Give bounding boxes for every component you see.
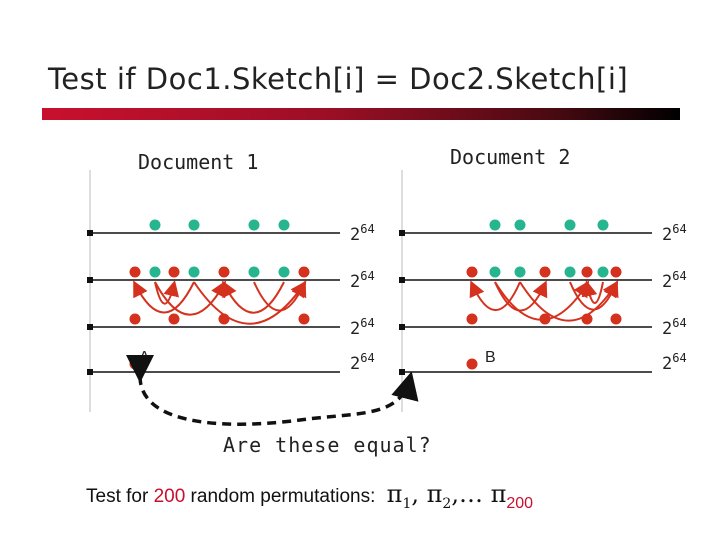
doc1-row-2-green-dot-1 (149, 266, 161, 278)
doc2-row-2-red-dot-4 (610, 266, 622, 278)
doc1-row-3-range-exponent: 64 (360, 316, 374, 330)
doc2-row-1-range-exponent: 64 (672, 222, 686, 236)
equality-question: Are these equal? (223, 433, 432, 457)
doc1-permutation-arrow-5 (154, 280, 226, 316)
comparison-arrow (125, 354, 419, 426)
doc2-row-2-green-dot-4 (597, 266, 609, 278)
pi-separator: , (411, 480, 427, 508)
pi-symbol-2: π (426, 480, 443, 508)
doc2-row-4-range-exponent: 64 (672, 351, 686, 365)
doc2-row-3-range-exponent: 64 (672, 316, 686, 330)
doc1-row-2-range-exponent: 64 (360, 269, 374, 283)
pi-ellipsis: ,… (451, 480, 491, 508)
doc2-row-2-green-dot-1 (489, 266, 501, 278)
doc2-permutation-arrow-2 (469, 280, 521, 312)
pi-subscript-last: 200 (506, 494, 534, 512)
doc1-row-1-range-label: 264 (350, 222, 375, 245)
doc2-row-1-green-dot-1 (489, 219, 501, 231)
doc2-row-2-green-dot-2 (514, 266, 526, 278)
title-underline-bar (42, 108, 680, 120)
doc2-row-1-range-label: 264 (662, 222, 687, 245)
doc1-row-1-green-dot-4 (278, 219, 290, 231)
slide-title: Test if Doc1.Sketch[i] = Doc2.Sketch[i] (48, 62, 629, 96)
min-label-b: B (485, 349, 496, 366)
doc1-permutation-arrow-3 (253, 280, 307, 312)
doc2-row-4-red-dot-1 (466, 358, 478, 370)
doc1-row-2-origin-tick (87, 277, 93, 283)
doc1-row-2-green-dot-4 (278, 266, 290, 278)
doc1-row-2-red-dot-3 (218, 266, 230, 278)
doc1-row-3-range-label: 264 (350, 316, 375, 339)
pi-subscript-1: 1 (402, 495, 412, 512)
doc2-row-2-origin-tick (399, 277, 405, 283)
doc1-row-4-origin-tick (87, 369, 93, 375)
doc2-row-1-origin-tick (399, 230, 405, 236)
doc1-row-3-red-dot-1 (129, 313, 141, 325)
doc2-permutation-arrow-4 (581, 280, 604, 305)
doc1-row-2-red-dot-1 (129, 266, 141, 278)
doc2-row-3-range-label: 264 (662, 316, 687, 339)
doc1-row-3-red-dot-4 (298, 313, 310, 325)
doc1-permutation-arrow-2 (133, 280, 195, 314)
doc2-row-3-red-dot-4 (610, 313, 622, 325)
doc1-row-3-red-dot-2 (168, 313, 180, 325)
doc2-permutation-arrow-1 (494, 280, 548, 312)
doc1-row-1-green-dot-2 (188, 219, 200, 231)
doc1-permutation-arrow-1 (154, 280, 180, 305)
doc1-row-2-red-dot-4 (298, 266, 310, 278)
doc1-row-1-origin-tick (87, 230, 93, 236)
pi-symbol-last: π (490, 480, 507, 508)
doc1-row-4-range-exponent: 64 (360, 351, 374, 365)
doc1-row-2-range-label: 264 (350, 269, 375, 292)
doc2-row-1-green-dot-2 (514, 219, 526, 231)
doc2-row-2-range-label: 264 (662, 269, 687, 292)
permutation-count: 200 (153, 486, 186, 507)
doc2-row-2-red-dot-2 (539, 266, 551, 278)
permutation-footer: Test for 200 random permutations: π1, π2… (86, 480, 533, 513)
doc2-row-2-red-dot-3 (581, 266, 593, 278)
doc1-row-3-origin-tick (87, 324, 93, 330)
doc2-permutation-arrow-6 (519, 280, 619, 322)
doc1-row-4-range-label: 264 (350, 351, 375, 374)
doc2-row-1-green-dot-3 (564, 219, 576, 231)
pi-sequence: π1, π2,… π200 (386, 480, 533, 512)
doc2-row-2-red-dot-1 (466, 266, 478, 278)
doc2-row-3-red-dot-1 (466, 313, 478, 325)
doc2-row-3-red-dot-2 (539, 313, 551, 325)
doc1-row-2-red-dot-2 (168, 266, 180, 278)
doc1-row-2-green-dot-2 (188, 266, 200, 278)
doc2-permutation-arrow-3 (569, 280, 619, 311)
pi-symbol-1: π (386, 480, 403, 508)
doc2-row-1-green-dot-4 (597, 219, 609, 231)
min-label-a: A (139, 349, 150, 366)
footer-suffix: random permutations: (185, 486, 376, 507)
doc2-row-3-origin-tick (399, 324, 405, 330)
doc1-row-1-green-dot-3 (248, 219, 260, 231)
doc2-row-2-range-exponent: 64 (672, 269, 686, 283)
doc2-row-2-green-dot-3 (564, 266, 576, 278)
doc2-row-4-origin-tick (399, 369, 405, 375)
document-1-label: Document 1 (138, 150, 259, 174)
doc1-permutation-arrow-6 (193, 280, 307, 325)
doc1-row-3-red-dot-3 (218, 313, 230, 325)
pi-subscript-2: 2 (442, 495, 452, 512)
doc1-row-1-range-exponent: 64 (360, 222, 374, 236)
document-2-label: Document 2 (450, 145, 571, 169)
doc1-row-2-green-dot-3 (248, 266, 260, 278)
doc1-permutation-arrow-4 (222, 280, 285, 314)
doc1-row-1-green-dot-1 (149, 219, 161, 231)
footer-prefix: Test for (86, 486, 154, 507)
doc2-row-4-range-label: 264 (662, 351, 687, 374)
doc2-row-3-red-dot-3 (581, 313, 593, 325)
